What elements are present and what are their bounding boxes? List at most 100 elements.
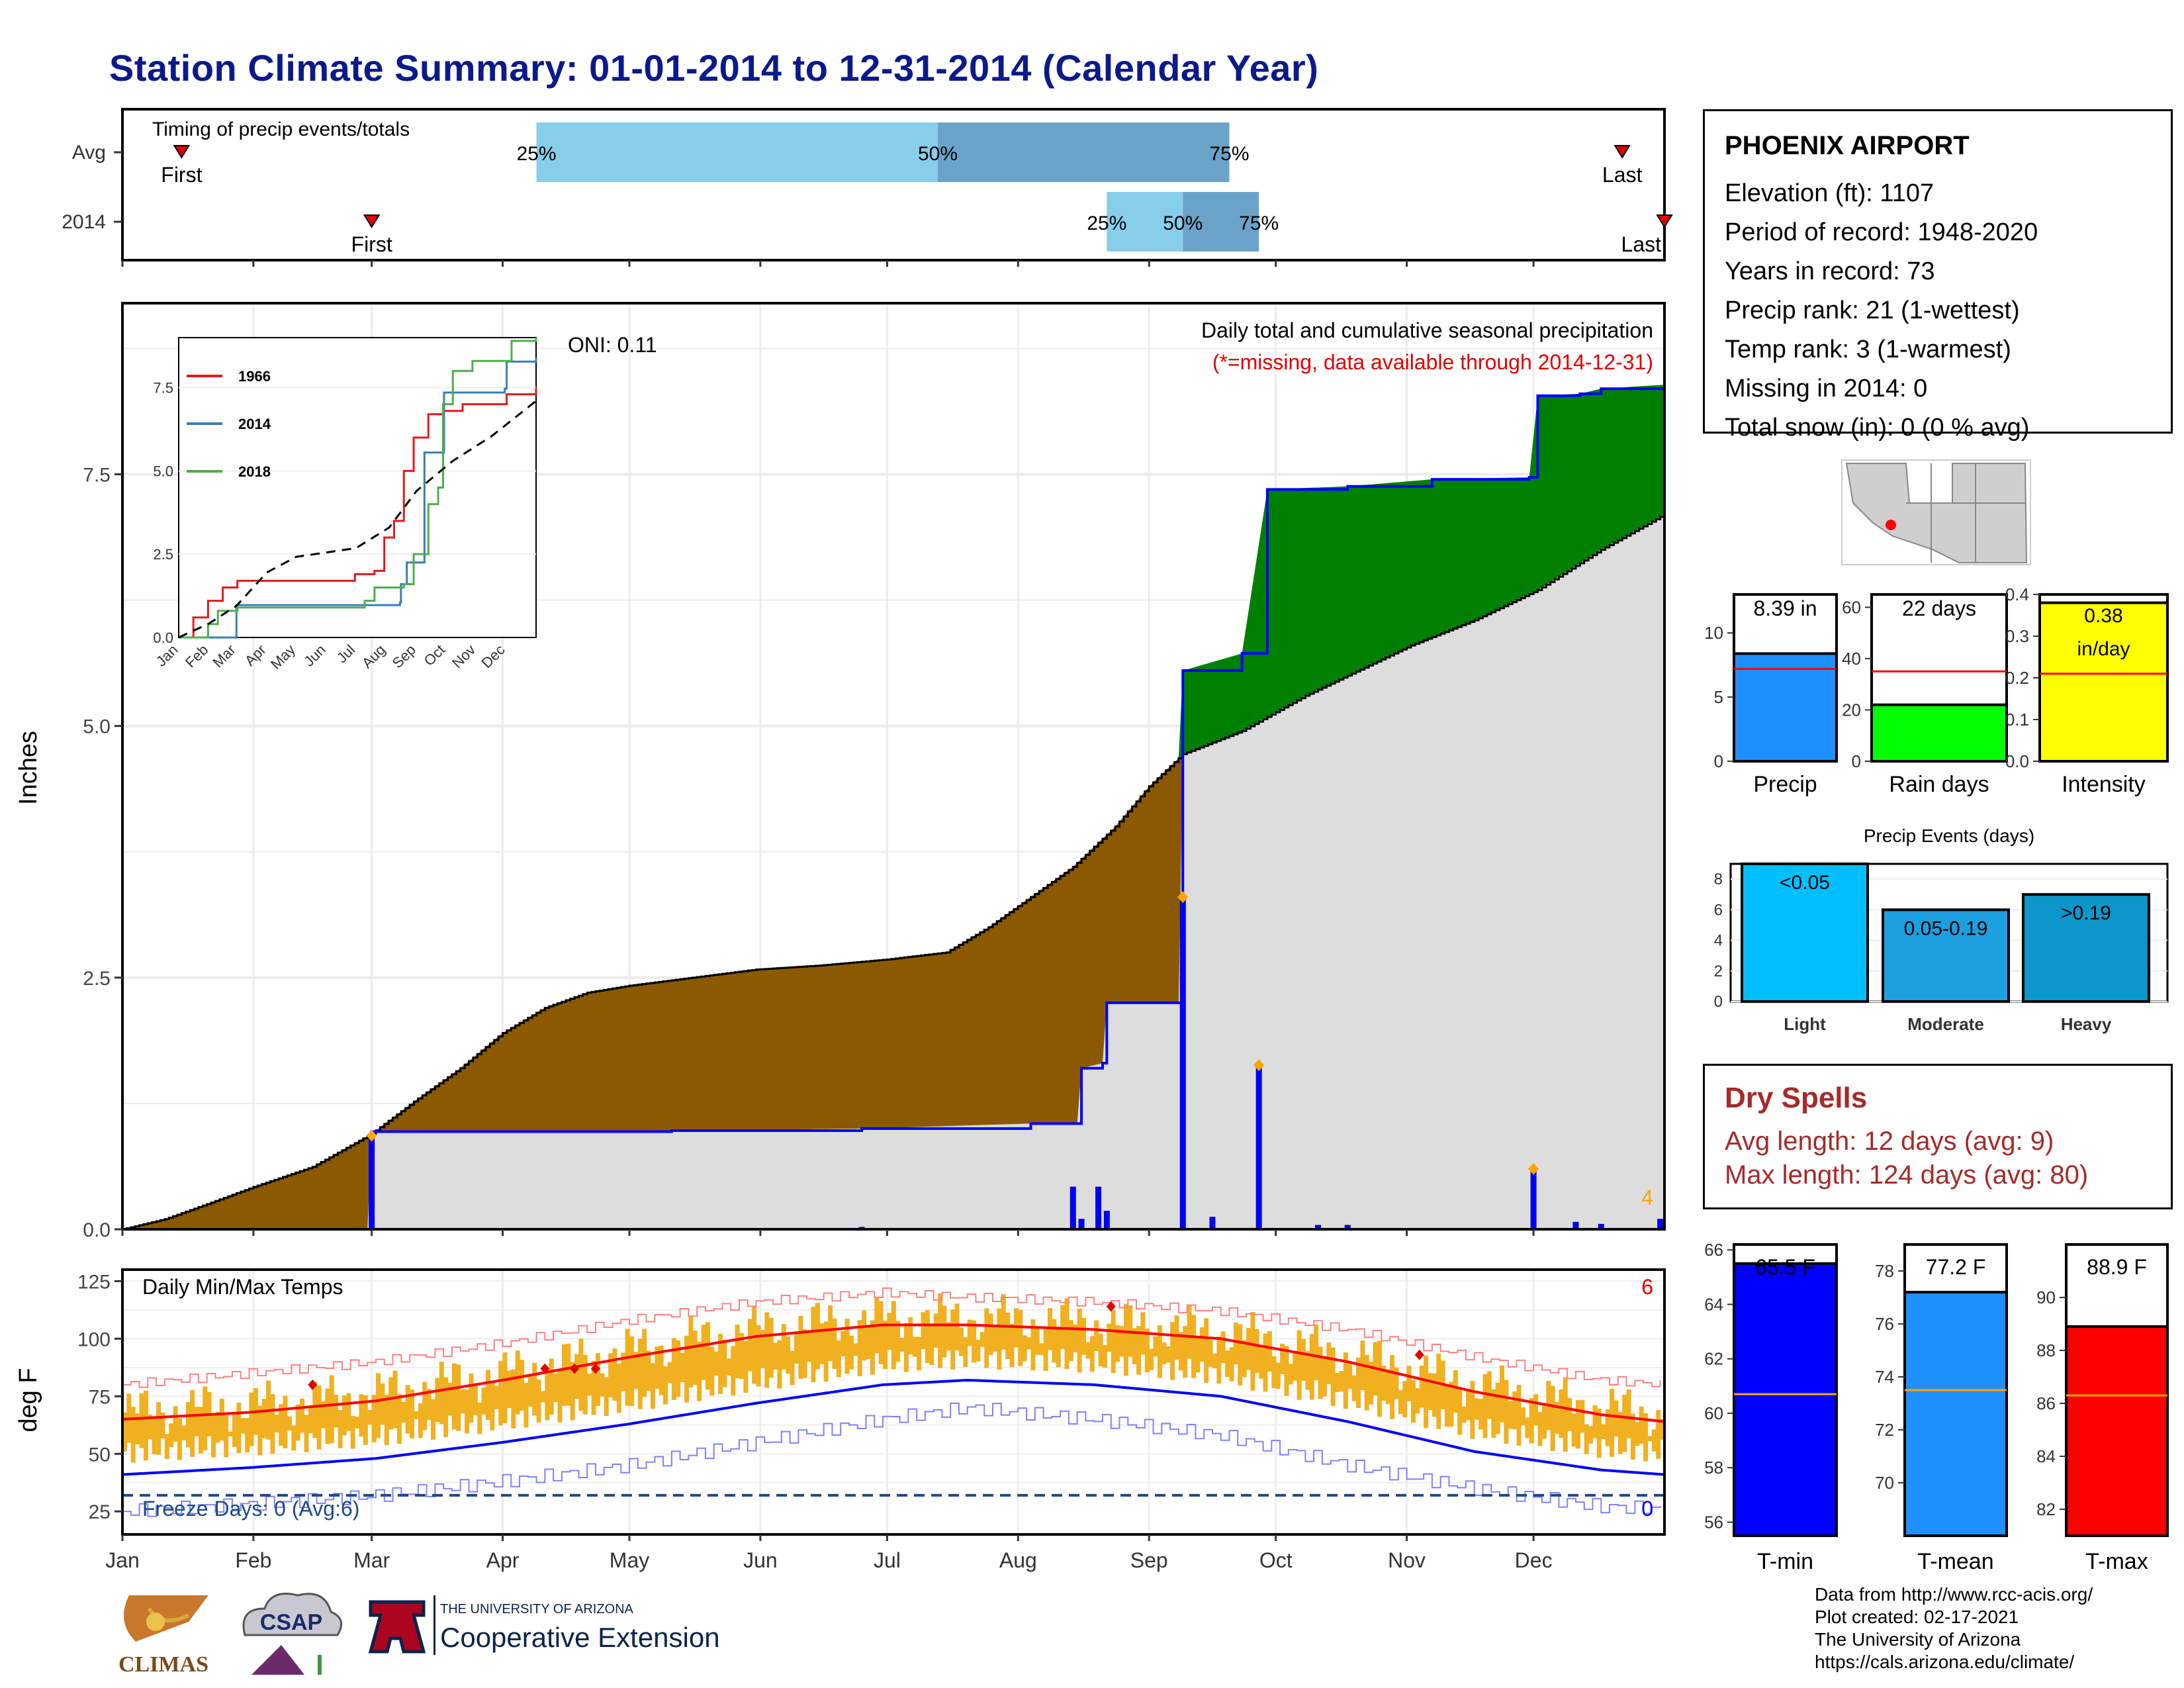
credits: Data from http://www.rcc-acis.org/ Plot … <box>1815 1583 2093 1673</box>
temp-daily-bar <box>152 1417 157 1454</box>
total-y-tick-label: 0 <box>1714 751 1723 771</box>
temp-daily-bar <box>435 1378 440 1422</box>
temp-daily-bar <box>363 1395 368 1445</box>
temp-daily-bar <box>536 1379 541 1423</box>
temp-daily-bar <box>1039 1343 1044 1356</box>
temp-daily-bar <box>312 1382 318 1438</box>
month-label: Mar <box>353 1548 390 1572</box>
temp-daily-bar <box>1364 1354 1369 1411</box>
temp-daily-bar <box>396 1393 402 1444</box>
station-info-line: Years in record: 73 <box>1725 258 1935 285</box>
temp-daily-bar <box>891 1301 896 1370</box>
temperature-totals-charts: 56 58 60 62 64 66 65.5 F T-min 70 72 74 76 78 77.2 F T… <box>1704 1240 2169 1574</box>
station-info-line: Missing in 2014: 0 <box>1725 375 1928 402</box>
freeze-days-label: Freeze Days: 0 (Avg:6) <box>142 1497 359 1521</box>
temp-total-y-tick-label: 62 <box>1704 1349 1723 1369</box>
precip-surplus-area <box>122 385 1664 1229</box>
temp-daily-bar <box>1617 1411 1623 1454</box>
temp-daily-bar <box>903 1323 909 1372</box>
total-category-label: Precip <box>1753 772 1817 797</box>
record-high-marker <box>540 1363 550 1374</box>
timing-first-marker <box>173 145 191 159</box>
temp-daily-bar <box>1026 1337 1032 1350</box>
temp-daily-bar <box>760 1330 765 1368</box>
credit-line: Data from http://www.rcc-acis.org/ <box>1815 1584 2093 1605</box>
dry-spells-max: Max length: 124 days (avg: 80) <box>1725 1160 2089 1190</box>
temp-daily-bar <box>1174 1315 1179 1360</box>
total-bar <box>1733 652 1838 763</box>
temp-total-category-label: T-max <box>2085 1549 2148 1574</box>
temp-daily-bar <box>1457 1388 1463 1435</box>
temp-daily-bar <box>431 1399 435 1440</box>
temp-daily-bar <box>1520 1407 1525 1426</box>
temp-daily-bar <box>1605 1409 1610 1446</box>
temp-daily-bar <box>283 1395 288 1448</box>
temp-daily-bar <box>570 1362 575 1421</box>
total-y-tick-label: 0.3 <box>2005 626 2029 646</box>
temp-daily-bar <box>557 1370 563 1423</box>
temp-daily-bar <box>777 1340 782 1389</box>
temp-daily-bar <box>1445 1385 1450 1427</box>
temp-daily-bar <box>942 1305 947 1358</box>
temp-daily-bar <box>169 1423 174 1448</box>
temp-daily-bar <box>469 1373 474 1423</box>
total-value-label: 8.39 in <box>1753 596 1817 620</box>
inset-legend-label: 2018 <box>238 463 271 480</box>
precip-chart-subtitle: (*=missing, data available through 2014-… <box>1212 350 1653 374</box>
temp-daily-bar <box>1559 1389 1564 1438</box>
temp-daily-bar <box>929 1325 934 1365</box>
temp-daily-bar <box>1406 1366 1412 1401</box>
temp-daily-bar <box>595 1353 600 1406</box>
temp-total-category-label: T-min <box>1757 1549 1813 1574</box>
temp-daily-bar <box>1056 1326 1061 1368</box>
temp-daily-bar <box>211 1415 216 1458</box>
precip-frame <box>121 302 1666 1231</box>
temp-daily-bar <box>173 1406 178 1442</box>
temp-daily-bar <box>705 1322 710 1390</box>
temp-daily-bar <box>726 1358 731 1376</box>
temp-daily-bar <box>587 1374 592 1396</box>
temp-daily-bar <box>1005 1312 1011 1359</box>
temp-chart-title: Daily Min/Max Temps <box>142 1275 343 1299</box>
inset-series-line <box>179 387 537 639</box>
events-bar-label: >0.19 <box>2061 902 2111 924</box>
inset-y-tick-label: 7.5 <box>153 380 173 397</box>
temp-daily-bar <box>604 1377 609 1417</box>
temp-daily-bar <box>1183 1326 1188 1378</box>
precip-y-axis-label: Inches <box>15 731 42 805</box>
temp-daily-bar <box>963 1337 968 1367</box>
temp-daily-bar <box>1330 1347 1336 1406</box>
temp-daily-bar <box>219 1398 224 1441</box>
temp-daily-bar <box>405 1385 410 1434</box>
temp-daily-bar <box>954 1303 960 1350</box>
month-label: Feb <box>235 1548 271 1572</box>
temp-daily-bar <box>1326 1342 1332 1384</box>
temp-daily-bar <box>203 1386 208 1451</box>
temp-daily-bar <box>1153 1336 1158 1357</box>
temp-total-y-tick-label: 78 <box>1875 1261 1894 1281</box>
temp-daily-bar <box>1537 1412 1543 1446</box>
inset-series-line <box>179 338 537 639</box>
precip-daily-bar <box>1530 1168 1537 1230</box>
temp-daily-bar <box>443 1377 449 1438</box>
temp-daily-bar <box>1242 1340 1247 1378</box>
temp-daily-bar <box>743 1340 749 1393</box>
temp-total-value-label: 65.5 F <box>1755 1255 1815 1279</box>
month-label: Apr <box>486 1548 520 1572</box>
temp-daily-bar <box>997 1308 1002 1370</box>
temp-daily-bar <box>663 1366 668 1405</box>
temp-daily-bar <box>979 1332 985 1347</box>
temp-daily-bar <box>300 1398 305 1433</box>
temp-daily-bar <box>540 1391 545 1403</box>
temp-total-y-tick-label: 56 <box>1704 1512 1723 1532</box>
temp-daily-bar <box>731 1346 736 1396</box>
total-y-tick-label: 5 <box>1714 687 1723 707</box>
timing-bar-50-75 <box>938 122 1230 182</box>
temp-daily-bar <box>1068 1320 1073 1362</box>
temp-daily-bar <box>270 1393 275 1454</box>
temp-daily-bar <box>633 1352 639 1389</box>
temp-daily-bar <box>1651 1429 1657 1452</box>
timing-last-marker <box>1614 145 1631 159</box>
temp-daily-bar <box>1588 1426 1594 1444</box>
temp-daily-bar <box>578 1338 584 1411</box>
